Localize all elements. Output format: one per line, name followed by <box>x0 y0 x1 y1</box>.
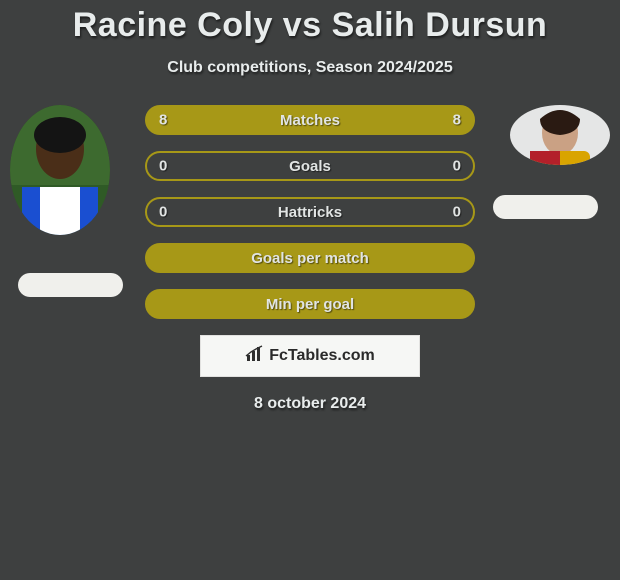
player-right-name-pill <box>493 195 598 219</box>
stat-row: Goals per match <box>145 243 475 273</box>
stat-label: Hattricks <box>278 204 342 221</box>
stat-label: Min per goal <box>266 296 354 313</box>
stat-row: 0 Goals 0 <box>145 151 475 181</box>
stat-row: Min per goal <box>145 289 475 319</box>
branding-box: FcTables.com <box>200 335 420 377</box>
stat-rows: 8 Matches 8 0 Goals 0 0 Hattricks 0 Goals per mat… <box>145 105 475 319</box>
stat-left-value: 0 <box>159 158 167 175</box>
stat-right-value: 8 <box>453 112 461 129</box>
fctables-logo-icon <box>245 345 265 368</box>
player-right-avatar <box>510 105 610 165</box>
stat-row: 8 Matches 8 <box>145 105 475 135</box>
stat-row: 0 Hattricks 0 <box>145 197 475 227</box>
stat-label: Matches <box>280 112 340 129</box>
branding-text: FcTables.com <box>269 347 375 365</box>
page-subtitle: Club competitions, Season 2024/2025 <box>0 59 620 77</box>
stat-left-value: 0 <box>159 204 167 221</box>
stat-label: Goals per match <box>251 250 369 267</box>
stat-right-value: 0 <box>453 158 461 175</box>
player-left-avatar <box>10 105 110 235</box>
page-title: Racine Coly vs Salih Dursun <box>0 0 620 45</box>
comparison-panel: 8 Matches 8 0 Goals 0 0 Hattricks 0 Goals per mat… <box>0 105 620 319</box>
stat-left-value: 8 <box>159 112 167 129</box>
stat-right-value: 0 <box>453 204 461 221</box>
comparison-date: 8 october 2024 <box>0 395 620 413</box>
stat-label: Goals <box>289 158 331 175</box>
player-left-name-pill <box>18 273 123 297</box>
